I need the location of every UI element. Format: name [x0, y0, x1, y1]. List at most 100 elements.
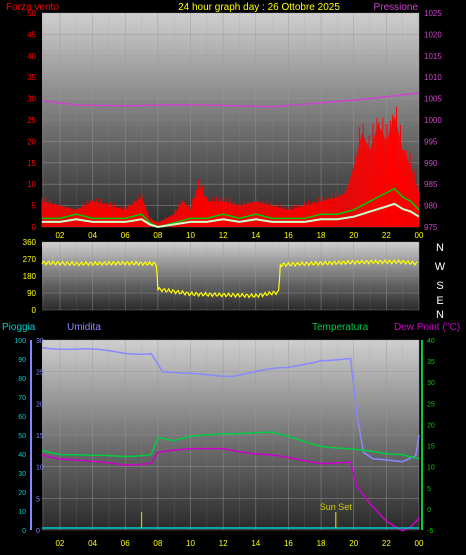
humidity-axis-tick: 25: [36, 370, 44, 377]
hour-tick-label: 10: [186, 539, 195, 548]
hour-tick-label: 12: [219, 539, 228, 548]
pressure-axis-tick: 1000: [424, 116, 442, 125]
wind-axis-tick: 30: [27, 95, 36, 104]
pressure-axis-tick: 1010: [424, 73, 442, 82]
hour-tick-label: 00: [415, 231, 424, 240]
rain-axis-tick: 20: [18, 490, 26, 497]
wind-axis-tick: 40: [27, 52, 36, 61]
rain-axis-tick: 60: [18, 414, 26, 421]
pressure-axis-tick: 985: [424, 180, 438, 189]
wind-axis-tick: 20: [27, 137, 36, 146]
hour-tick-label: 16: [284, 539, 293, 548]
pressure-axis-tick: 995: [424, 137, 438, 146]
rain-axis-tick: 80: [18, 376, 26, 383]
hour-tick-label: 02: [55, 231, 64, 240]
pressure-axis-tick: 1025: [424, 9, 442, 18]
hour-tick-label: 14: [251, 539, 260, 548]
series: Sun Set: [41, 92, 420, 532]
pressure-label: Pressione: [374, 2, 419, 13]
hour-tick-label: 20: [349, 539, 358, 548]
hour-tick-label: 18: [317, 231, 326, 240]
rain-axis-tick: 0: [22, 528, 26, 535]
pressure-series: [41, 92, 420, 108]
rain-axis-tick: 90: [18, 357, 26, 364]
rain-axis-tick: 40: [18, 452, 26, 459]
pressure-axis-tick: 1020: [424, 30, 442, 39]
hour-tick-label: 08: [153, 539, 162, 548]
wind-speed-series: [42, 187, 420, 228]
compass-letter: E: [436, 295, 443, 307]
wind-axis-tick: 45: [27, 30, 36, 39]
temperature-axis-tick: 20: [427, 422, 435, 429]
wind-axis-tick: 5: [32, 202, 37, 211]
compass-letter: N: [436, 242, 444, 254]
rain-axis-tick: 100: [14, 338, 26, 345]
wind-axis-tick: 50: [27, 9, 36, 18]
direction-axis-tick: 180: [23, 272, 37, 281]
axes: 5045403530252015105010251020101510101005…: [14, 9, 445, 548]
wind-axis-tick: 10: [27, 180, 36, 189]
humidity-series: [41, 346, 420, 463]
hour-tick-label: 12: [219, 231, 228, 240]
direction-axis-tick: 360: [23, 238, 37, 247]
wind-label: Forza vento: [6, 2, 59, 13]
humidity-axis-tick: 5: [36, 496, 40, 503]
direction-axis-tick: 0: [32, 306, 37, 315]
sunset-label: Sun Set: [320, 502, 353, 512]
hour-tick-label: 02: [55, 539, 64, 548]
humidity-axis-tick: 30: [36, 338, 44, 345]
hour-tick-label: 06: [121, 231, 130, 240]
pressure-axis-tick: 990: [424, 159, 438, 168]
humidity-axis-tick: 10: [36, 465, 44, 472]
temperature-axis-tick: 0: [427, 507, 431, 514]
hour-tick-label: 04: [88, 231, 97, 240]
temperature-axis-tick: 25: [427, 401, 435, 408]
temperature-axis-tick: 35: [427, 359, 435, 366]
wind-axis-tick: 15: [27, 159, 36, 168]
hour-tick-label: 08: [153, 231, 162, 240]
compass-letter: N: [436, 309, 444, 321]
hour-tick-label: 04: [88, 539, 97, 548]
pressure-axis-tick: 1015: [424, 52, 442, 61]
hour-tick-label: 22: [382, 539, 391, 548]
hour-tick-label: 20: [349, 231, 358, 240]
wind-direction-series: [41, 258, 418, 299]
dewpoint-series: [41, 447, 420, 532]
chart-title: 24 hour graph day : 26 Ottobre 2025: [178, 2, 340, 13]
hour-tick-label: 16: [284, 231, 293, 240]
hour-tick-label: 10: [186, 231, 195, 240]
grid: [42, 12, 420, 531]
wind-axis-tick: 35: [27, 73, 36, 82]
pressure-axis-tick: 980: [424, 202, 438, 211]
hour-tick-label: 22: [382, 231, 391, 240]
temperature-axis-tick: 15: [427, 444, 435, 451]
rain-axis-tick: 30: [18, 471, 26, 478]
wind-axis-tick: 0: [32, 223, 37, 232]
temperature-axis-tick: 30: [427, 380, 435, 387]
rain-axis-tick: 70: [18, 395, 26, 402]
humidity-axis-tick: 20: [36, 401, 44, 408]
dewpoint-label: Dew Point (°C): [394, 322, 460, 333]
pressure-axis-tick: 1005: [424, 95, 442, 104]
direction-axis-tick: 270: [23, 255, 37, 264]
rain-axis-tick: 10: [18, 509, 26, 516]
wind-axis-tick: 25: [27, 116, 36, 125]
wind-light-series: [42, 202, 420, 229]
hour-tick-label: 18: [317, 539, 326, 548]
hour-tick-label: 00: [415, 539, 424, 548]
hour-tick-label: 14: [251, 231, 260, 240]
hour-tick-label: 06: [121, 539, 130, 548]
compass-letter: W: [435, 261, 446, 273]
pressure-axis-tick: 975: [424, 223, 438, 232]
humidity-axis-tick: 15: [36, 433, 44, 440]
temperature-axis-tick: -5: [427, 528, 433, 535]
temperature-axis-tick: 10: [427, 465, 435, 472]
compass-letter: S: [436, 280, 443, 292]
rain-axis-tick: 50: [18, 433, 26, 440]
temperature-axis-tick: 5: [427, 486, 431, 493]
direction-axis-tick: 90: [27, 289, 36, 298]
temperature-series: [41, 431, 420, 460]
humidity-axis-tick: 0: [36, 528, 40, 535]
temperature-axis-tick: 40: [427, 338, 435, 345]
